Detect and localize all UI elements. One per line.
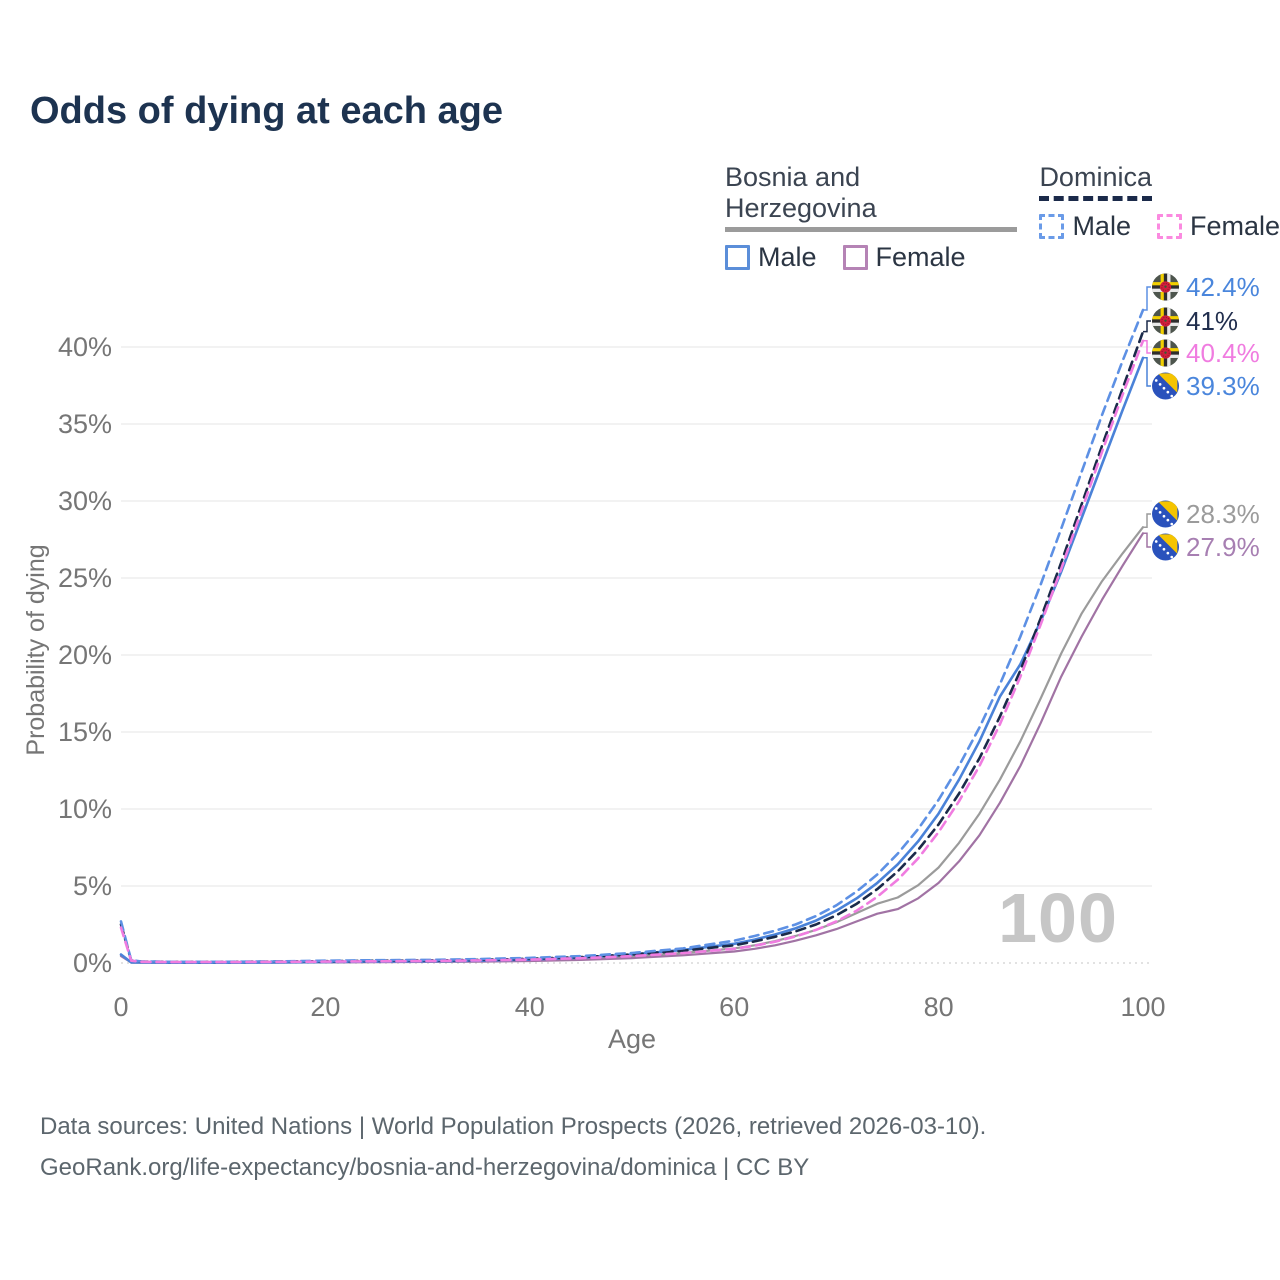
legend-label: Male (1072, 211, 1131, 241)
label-connector (1143, 340, 1151, 354)
bosnia-flag-icon (1152, 534, 1179, 561)
legend-label: Female (875, 242, 966, 272)
bosnia-flag-icon (1152, 373, 1179, 400)
end-value-label: 40.4% (1186, 338, 1260, 368)
y-tick-label: 30% (58, 486, 112, 516)
y-tick-label: 5% (73, 871, 112, 901)
x-tick-label: 20 (310, 992, 340, 1022)
x-tick-label: 60 (719, 992, 749, 1022)
label-connector (1143, 513, 1151, 528)
y-tick-label: 10% (58, 794, 112, 824)
x-tick-label: 40 (515, 992, 545, 1022)
footer: Data sources: United Nations | World Pop… (40, 1106, 986, 1188)
end-value-label: 42.4% (1186, 272, 1260, 302)
y-tick-label: 40% (58, 332, 112, 362)
end-value-label: 39.3% (1186, 371, 1260, 401)
x-axis-title: Age (608, 1024, 656, 1054)
end-value-label: 41% (1186, 306, 1238, 336)
bosnia-female-swatch-icon (842, 245, 868, 270)
series-line-dominica-both[interactable] (119, 330, 1145, 964)
legend: Bosnia and Herzegovina Male Female Domin… (725, 162, 1280, 273)
dominica-flag-icon (1152, 340, 1179, 367)
page-title: Odds of dying at each age (30, 90, 503, 132)
x-tick-label: 0 (113, 992, 128, 1022)
legend-country-bosnia[interactable]: Bosnia and Herzegovina (725, 162, 1018, 232)
legend-item-dominica-female[interactable]: Female (1156, 211, 1280, 242)
label-connector (1143, 357, 1151, 387)
dominica-flag-icon (1152, 274, 1179, 301)
legend-label: Male (758, 242, 817, 272)
end-value-label: 27.9% (1186, 532, 1260, 562)
legend-label: Female (1189, 211, 1280, 241)
legend-items-bosnia: Male Female (725, 242, 1017, 273)
legend-group-dominica: Dominica Male Female (1039, 162, 1280, 273)
x-tick-label: 80 (924, 992, 954, 1022)
y-tick-label: 35% (58, 409, 112, 439)
series-line-dominica-male[interactable] (119, 308, 1145, 964)
label-connector (1143, 320, 1151, 333)
y-tick-label: 20% (58, 640, 112, 670)
y-tick-label: 0% (73, 948, 112, 978)
label-connector (1143, 532, 1151, 548)
y-tick-label: 25% (58, 563, 112, 593)
dominica-male-swatch-icon (1039, 214, 1065, 239)
x-tick-label: 100 (1120, 992, 1165, 1022)
end-value-label: 28.3% (1186, 499, 1260, 529)
legend-item-bosnia-male[interactable]: Male (725, 242, 817, 273)
attribution-line: GeoRank.org/life-expectancy/bosnia-and-h… (40, 1154, 810, 1181)
bosnia-flag-icon (1152, 501, 1179, 528)
y-axis-title: Probability of dying (22, 544, 50, 755)
data-sources-line: Data sources: United Nations | World Pop… (40, 1113, 987, 1140)
legend-item-bosnia-female[interactable]: Female (842, 242, 966, 273)
legend-group-bosnia: Bosnia and Herzegovina Male Female (725, 162, 1018, 273)
y-tick-label: 15% (58, 717, 112, 747)
series-line-dominica-female[interactable] (119, 339, 1145, 964)
legend-items-dominica: Male Female (1039, 211, 1280, 242)
legend-item-dominica-male[interactable]: Male (1039, 211, 1131, 242)
series-line-bosnia-and-herzegovina-male[interactable] (119, 356, 1145, 964)
legend-country-dominica[interactable]: Dominica (1039, 162, 1152, 201)
bosnia-male-swatch-icon (725, 245, 750, 270)
dominica-female-swatch-icon (1156, 214, 1182, 239)
age-hover-watermark: 100 (998, 879, 1118, 957)
dominica-flag-icon (1152, 308, 1179, 335)
label-connector (1143, 286, 1151, 311)
